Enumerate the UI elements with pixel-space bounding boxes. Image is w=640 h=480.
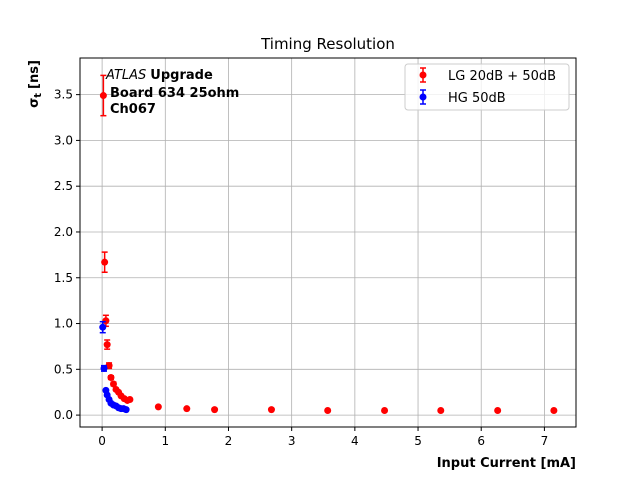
- data-point: [550, 407, 558, 415]
- data-point: [99, 323, 107, 331]
- x-tick-label: 2: [225, 434, 233, 448]
- data-point: [126, 396, 134, 404]
- tick-layer: 0 1 2 3 4 5 6 7 0.0 0.5 1.0 1.5 2.0 2.5 3.0 3.5: [54, 88, 548, 448]
- y-tick-label: 0.5: [54, 362, 73, 376]
- data-point: [437, 407, 445, 415]
- plot-frame: [79, 57, 577, 428]
- annotation-line-3: Ch067: [110, 102, 156, 117]
- x-tick-label: 0: [98, 434, 106, 448]
- data-point: [99, 92, 107, 100]
- data-point: [154, 403, 162, 411]
- experiment-annotation: ATLAS Upgrade Board 634 25ohm Ch067: [105, 68, 239, 117]
- y-axis-subscript: t: [33, 93, 44, 98]
- y-tick-label: 3.0: [54, 133, 73, 147]
- x-axis-label: Input Current [mA]: [437, 456, 576, 471]
- legend-hg-label: HG 50dB: [448, 91, 506, 106]
- legend-entry-hg: HG 50dB: [419, 89, 506, 106]
- y-tick-label: 2.0: [54, 225, 73, 239]
- grid-layer: [80, 58, 576, 427]
- y-axis-symbol: σ: [27, 98, 42, 108]
- annotation-upgrade: Upgrade: [150, 68, 213, 83]
- legend: LG 20dB + 50dB HG 50dB: [404, 63, 570, 111]
- legend-hg-marker: [419, 93, 427, 101]
- x-tick-label: 1: [161, 434, 169, 448]
- y-axis-label: σt [ns]: [27, 60, 44, 108]
- annotation-atlas: ATLAS: [105, 68, 146, 83]
- x-tick-label: 3: [288, 434, 296, 448]
- data-point: [381, 407, 389, 415]
- series-0: [99, 74, 558, 415]
- data-point: [102, 317, 110, 325]
- series-1: [99, 320, 130, 414]
- x-tick-label: 6: [477, 434, 485, 448]
- data-point: [267, 406, 275, 414]
- x-tick-label: 7: [541, 434, 549, 448]
- x-tick-label: 4: [351, 434, 359, 448]
- y-tick-label: 1.5: [54, 271, 73, 285]
- annotation-line-1: ATLAS Upgrade: [105, 68, 213, 83]
- data-point: [324, 407, 332, 415]
- data-point: [100, 364, 108, 372]
- annotation-line-2: Board 634 25ohm: [110, 86, 239, 101]
- y-tick-label: 0.0: [54, 408, 73, 422]
- legend-entry-lg: LG 20dB + 50dB: [419, 67, 556, 84]
- y-axis-unit: [ns]: [27, 60, 42, 89]
- data-point: [101, 258, 109, 266]
- legend-lg-label: LG 20dB + 50dB: [448, 69, 556, 84]
- data-layer: [99, 74, 558, 415]
- chart-title: Timing Resolution: [260, 35, 395, 53]
- data-point: [109, 380, 117, 388]
- data-point: [107, 374, 115, 382]
- data-point: [494, 407, 502, 415]
- legend-box: [404, 63, 570, 111]
- legend-lg-marker: [419, 71, 427, 79]
- y-tick-label: 2.5: [54, 179, 73, 193]
- data-point: [211, 406, 219, 414]
- y-tick-label: 1.0: [54, 317, 73, 331]
- data-point: [103, 341, 111, 349]
- data-point: [122, 406, 130, 414]
- x-tick-label: 5: [414, 434, 422, 448]
- y-tick-label: 3.5: [54, 88, 73, 102]
- data-point: [183, 405, 191, 413]
